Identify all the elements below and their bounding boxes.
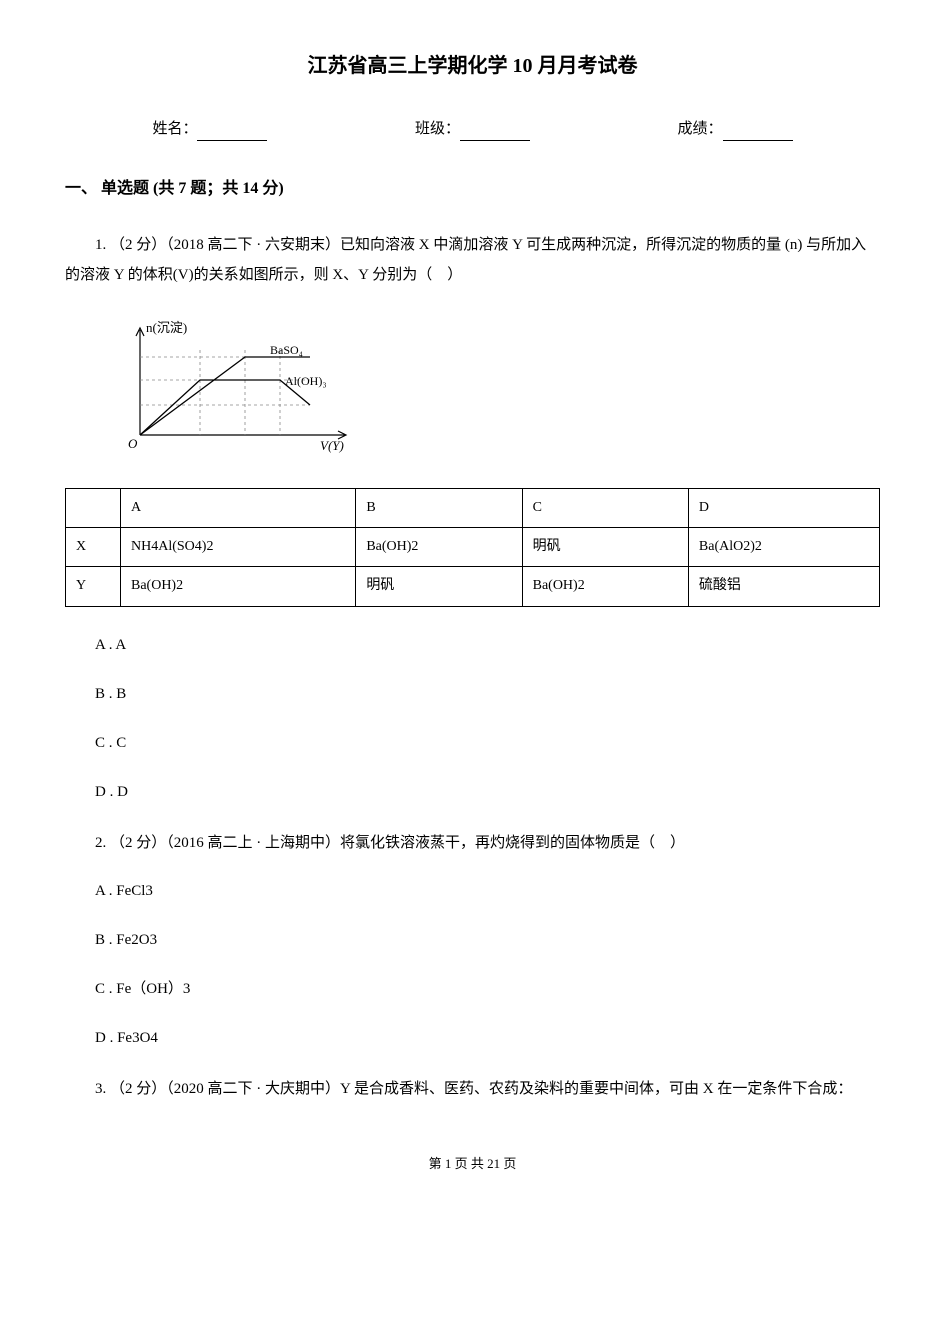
q2-option-d[interactable]: D . Fe3O4 [95,1025,880,1052]
q2-option-c[interactable]: C . Fe（OH）3 [95,976,880,1003]
table-row: X NH4Al(SO4)2 Ba(OH)2 明矾 Ba(AlO2)2 [66,527,880,566]
q2-option-b[interactable]: B . Fe2O3 [95,927,880,954]
table-cell: 明矾 [522,527,688,566]
exam-title: 江苏省高三上学期化学 10 月月考试卷 [65,50,880,82]
table-cell [66,488,121,527]
q1-option-a[interactable]: A . A [95,632,880,659]
chart-origin: O [128,436,138,451]
chart-line2-label: Al(OH)₃ [285,374,327,388]
student-info-line: 姓名： 班级： 成绩： [65,117,880,141]
q2-option-a[interactable]: A . FeCl3 [95,878,880,905]
name-blank[interactable] [197,123,267,141]
table-cell: B [356,488,522,527]
table-cell: Ba(AlO2)2 [688,527,879,566]
q1-table: A B C D X NH4Al(SO4)2 Ba(OH)2 明矾 Ba(AlO2… [65,488,880,607]
section-1-header: 一、 单选题 (共 7 题；共 14 分) [65,176,880,202]
table-cell: 硫酸铝 [688,567,879,606]
table-row: Y Ba(OH)2 明矾 Ba(OH)2 硫酸铝 [66,567,880,606]
q1-chart: n(沉淀) V(Y) O BaSO₄ Al(OH)₃ [110,310,880,468]
q2-options: A . FeCl3 B . Fe2O3 C . Fe（OH）3 D . Fe3O… [95,878,880,1052]
question-3-text: 3. （2 分）（2020 高二下 · 大庆期中）Y 是合成香料、医药、农药及染… [65,1074,880,1104]
table-cell: Ba(OH)2 [356,527,522,566]
table-cell: NH4Al(SO4)2 [121,527,356,566]
table-cell: D [688,488,879,527]
q1-option-b[interactable]: B . B [95,681,880,708]
chart-ylabel: n(沉淀) [146,320,187,335]
table-cell: Y [66,567,121,606]
chart-line1-label: BaSO₄ [270,343,303,357]
table-cell: C [522,488,688,527]
table-row: A B C D [66,488,880,527]
score-blank[interactable] [723,123,793,141]
score-label: 成绩： [678,117,723,141]
table-cell: 明矾 [356,567,522,606]
table-cell: A [121,488,356,527]
table-cell: Ba(OH)2 [522,567,688,606]
q1-option-d[interactable]: D . D [95,779,880,806]
q1-options: A . A B . B C . C D . D [95,632,880,806]
name-label: 姓名： [152,117,197,141]
question-1-text: 1. （2 分）（2018 高二下 · 六安期末）已知向溶液 X 中滴加溶液 Y… [65,230,880,290]
table-cell: X [66,527,121,566]
chart-xlabel: V(Y) [320,438,344,453]
precipitate-chart-svg: n(沉淀) V(Y) O BaSO₄ Al(OH)₃ [110,310,370,460]
table-cell: Ba(OH)2 [121,567,356,606]
page-footer: 第 1 页 共 21 页 [65,1154,880,1175]
class-blank[interactable] [460,123,530,141]
q1-option-c[interactable]: C . C [95,730,880,757]
question-2-text: 2. （2 分）（2016 高二上 · 上海期中）将氯化铁溶液蒸干，再灼烧得到的… [65,828,880,858]
class-label: 班级： [415,117,460,141]
